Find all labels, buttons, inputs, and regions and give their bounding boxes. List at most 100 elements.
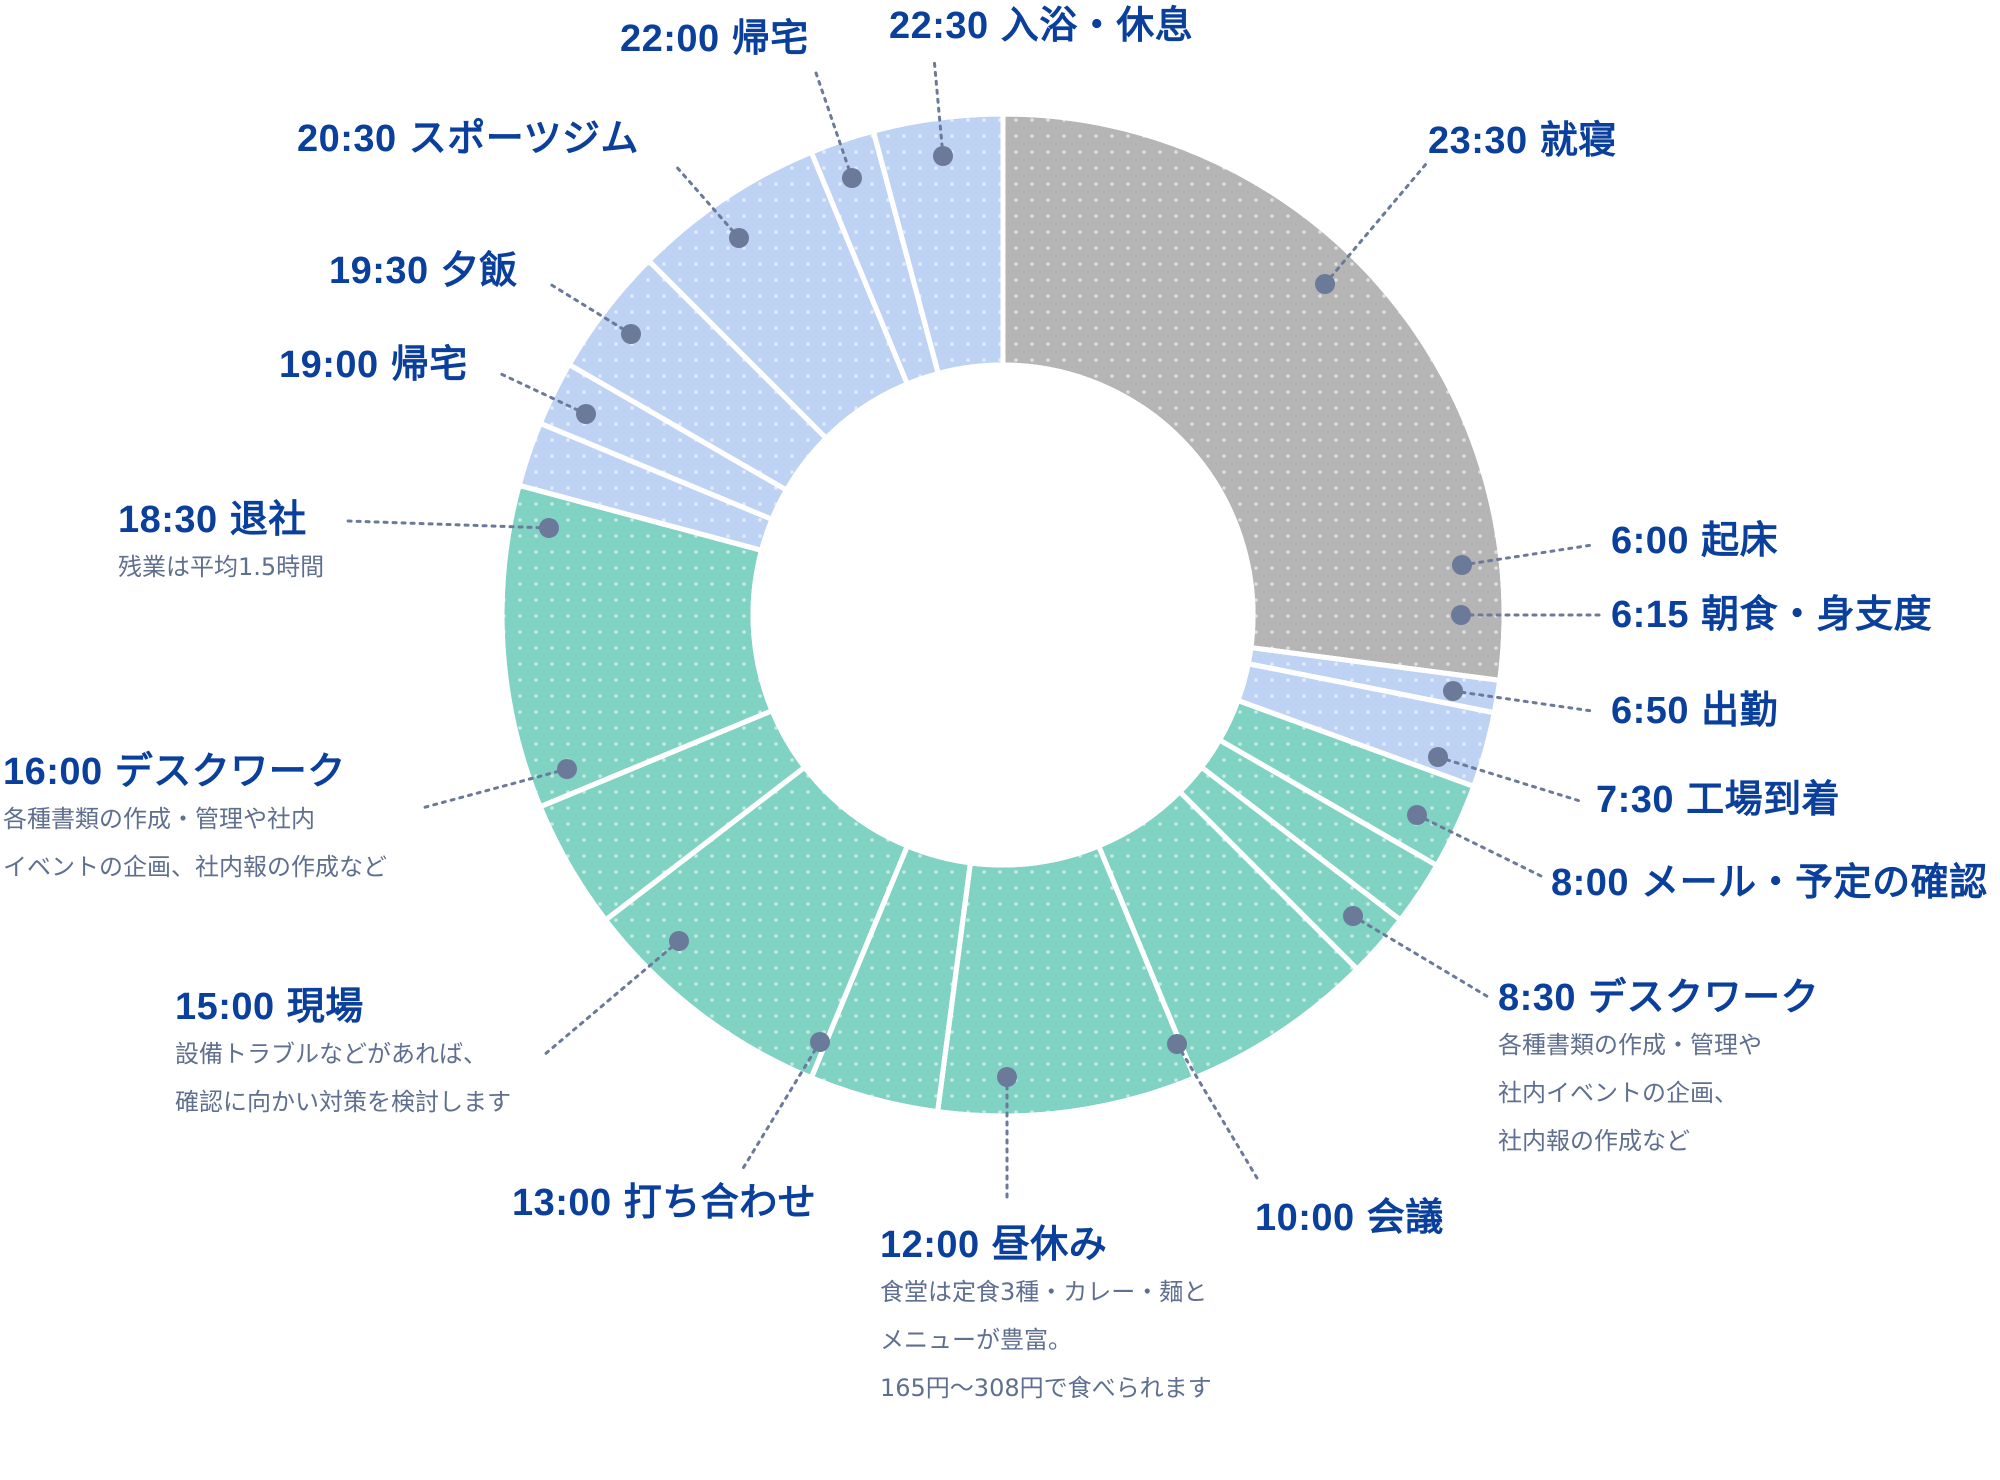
segment-description-line: 165円〜308円で食べられます bbox=[880, 1374, 1212, 1402]
segment-label: 18:30 退社残業は平均1.5時間 bbox=[118, 497, 324, 591]
segment-description-line: 各種書類の作成・管理や bbox=[1498, 1031, 1762, 1059]
segment-marker bbox=[1343, 906, 1363, 926]
segment-title: 8:30 デスクワーク bbox=[1498, 975, 1819, 1021]
segment-title: 19:00 帰宅 bbox=[279, 342, 468, 388]
segment-time: 23:30 bbox=[1428, 120, 1528, 162]
segment-title: 6:00 起床 bbox=[1611, 518, 1778, 564]
segment-title: 15:00 現場 bbox=[175, 984, 511, 1030]
leader-line bbox=[1451, 689, 1594, 713]
segment-time: 20:30 bbox=[297, 118, 397, 160]
segment-marker bbox=[621, 324, 641, 344]
segment-time: 8:30 bbox=[1498, 977, 1577, 1019]
segment-label: 19:00 帰宅 bbox=[279, 342, 468, 388]
leader-line bbox=[740, 1040, 822, 1172]
segment-time: 15:00 bbox=[175, 986, 275, 1028]
segment-label: 19:30 夕飯 bbox=[329, 248, 518, 294]
segment-activity: 入浴・休息 bbox=[1000, 5, 1194, 47]
segment-description-line: 社内報の作成など bbox=[1498, 1127, 1690, 1155]
segment-marker bbox=[1451, 605, 1471, 625]
segment-title: 19:30 夕飯 bbox=[329, 248, 518, 294]
segment-time: 22:00 bbox=[620, 18, 720, 60]
segment-label: 10:00 会議 bbox=[1255, 1195, 1444, 1241]
segment-time: 18:30 bbox=[118, 499, 218, 541]
segment-marker bbox=[1452, 555, 1472, 575]
leader-line bbox=[497, 371, 588, 416]
segment-label: 16:00 デスクワーク各種書類の作成・管理や社内イベントの企画、社内報の作成など bbox=[3, 749, 387, 891]
leader-line bbox=[1323, 162, 1428, 286]
leader-line bbox=[932, 56, 945, 158]
segment-activity: 会議 bbox=[1366, 1197, 1444, 1239]
leader-line bbox=[1436, 755, 1582, 803]
segment-marker bbox=[997, 1067, 1017, 1087]
leader-line bbox=[1351, 914, 1492, 1000]
leader-line bbox=[548, 282, 633, 336]
segment-title: 12:00 昼休み bbox=[880, 1222, 1212, 1268]
segment-activity: 起床 bbox=[1701, 520, 1779, 562]
segment-title: 6:15 朝食・身支度 bbox=[1611, 592, 1932, 638]
segment-activity: 就寝 bbox=[1539, 120, 1617, 162]
segment-marker bbox=[1428, 747, 1448, 767]
segment-activity: 現場 bbox=[286, 986, 364, 1028]
segment-dot-texture bbox=[870, 111, 1006, 377]
segment-label: 23:30 就寝 bbox=[1428, 118, 1617, 164]
segment-label: 6:00 起床 bbox=[1611, 518, 1778, 564]
segment-marker bbox=[1407, 805, 1427, 825]
segment-time: 22:30 bbox=[889, 5, 989, 47]
segment-marker bbox=[576, 404, 596, 424]
segment-label: 6:50 出勤 bbox=[1611, 688, 1778, 734]
segment-title: 22:30 入浴・休息 bbox=[889, 3, 1193, 49]
segment-title: 13:00 打ち合わせ bbox=[512, 1180, 816, 1226]
segment-label: 22:30 入浴・休息 bbox=[889, 3, 1193, 49]
segment-time: 8:00 bbox=[1551, 862, 1630, 904]
segment-time: 6:00 bbox=[1611, 520, 1690, 562]
segment-dot-texture bbox=[934, 842, 1198, 1119]
segment-marker bbox=[729, 228, 749, 248]
segment-activity: 退社 bbox=[229, 499, 307, 541]
segment-description-line: 残業は平均1.5時間 bbox=[118, 553, 325, 581]
segment-description-line: 各種書類の作成・管理や社内 bbox=[3, 805, 315, 833]
segment-activity: 朝食・身支度 bbox=[1701, 594, 1933, 636]
leader-line bbox=[420, 767, 569, 810]
segment-time: 6:50 bbox=[1611, 690, 1690, 732]
segment-activity: 帰宅 bbox=[731, 18, 809, 60]
leader-line bbox=[672, 162, 741, 240]
segment-description-line: 社内イベントの企画、 bbox=[1498, 1079, 1738, 1107]
segment-activity: メール・予定の確認 bbox=[1641, 862, 1988, 904]
segment-activity: 工場到着 bbox=[1686, 779, 1841, 821]
segment-marker bbox=[1315, 274, 1335, 294]
segment-time: 10:00 bbox=[1255, 1197, 1355, 1239]
segment-label: 22:00 帰宅 bbox=[620, 16, 809, 62]
segment-dot-texture bbox=[602, 763, 911, 1082]
segment-label: 7:30 工場到着 bbox=[1596, 777, 1840, 823]
segment-marker bbox=[669, 931, 689, 951]
leader-line bbox=[1460, 543, 1594, 567]
segment-title: 10:00 会議 bbox=[1255, 1195, 1444, 1241]
segment-title: 22:00 帰宅 bbox=[620, 16, 809, 62]
segment-activity: スポーツジム bbox=[408, 118, 639, 160]
segment-time: 19:00 bbox=[279, 344, 379, 386]
segment-title: 8:00 メール・予定の確認 bbox=[1551, 860, 1988, 906]
segment-time: 16:00 bbox=[3, 751, 103, 793]
leader-line bbox=[346, 519, 551, 530]
segment-description-line: 食堂は定食3種・カレー・麺と bbox=[880, 1278, 1208, 1306]
segment-description-line: メニューが豊富。 bbox=[880, 1326, 1072, 1354]
segment-marker bbox=[539, 518, 559, 538]
segment-activity: デスクワーク bbox=[114, 751, 346, 793]
segment-title: 18:30 退社 bbox=[118, 497, 324, 543]
leader-line bbox=[542, 939, 681, 1057]
segment-marker bbox=[1167, 1034, 1187, 1054]
segment-time: 7:30 bbox=[1596, 779, 1675, 821]
leader-line bbox=[1175, 1042, 1262, 1185]
segment-title: 23:30 就寝 bbox=[1428, 118, 1617, 164]
segment-marker bbox=[557, 759, 577, 779]
segment-marker bbox=[1443, 681, 1463, 701]
segment-activity: 帰宅 bbox=[390, 344, 468, 386]
leader-line bbox=[813, 68, 854, 180]
segment-title: 7:30 工場到着 bbox=[1596, 777, 1840, 823]
segment-time: 6:15 bbox=[1611, 594, 1690, 636]
segment-activity: 打ち合わせ bbox=[623, 1182, 817, 1224]
segment-activity: 昼休み bbox=[991, 1224, 1108, 1266]
segment-description-line: イベントの企画、社内報の作成など bbox=[3, 853, 387, 881]
segment-dot-texture bbox=[499, 482, 776, 810]
